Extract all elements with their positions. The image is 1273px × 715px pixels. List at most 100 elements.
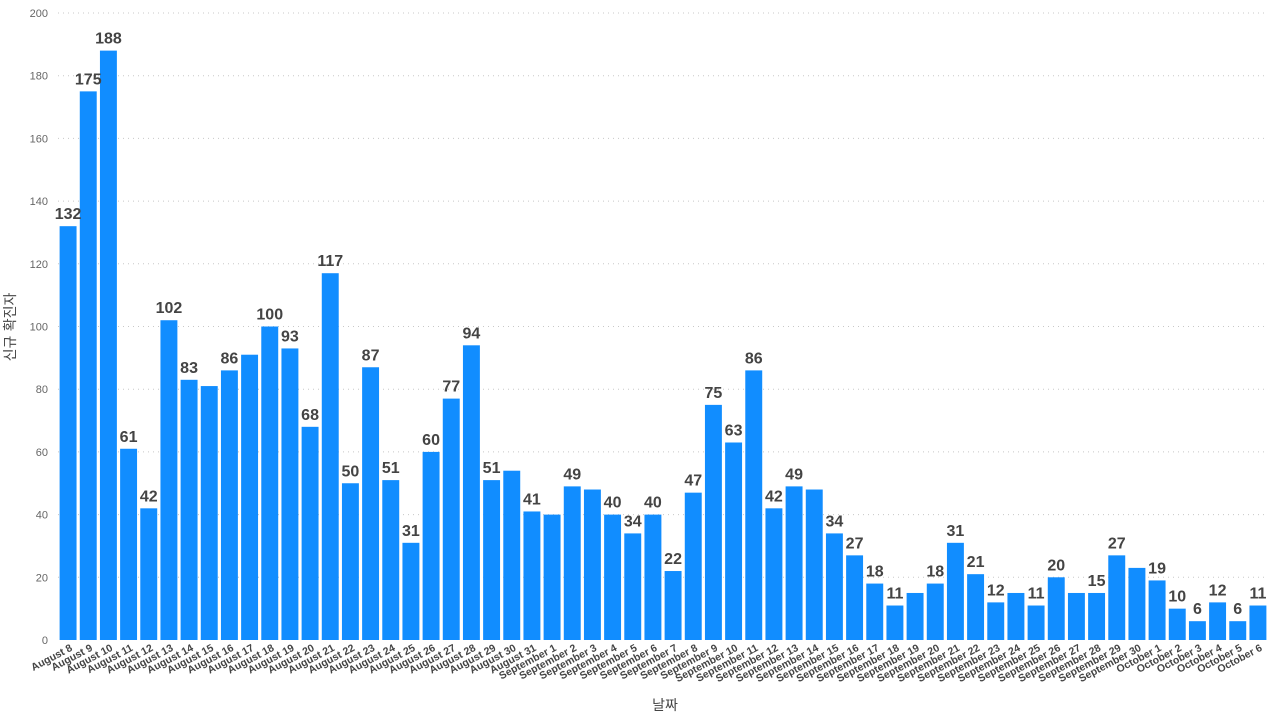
- bar: [1047, 577, 1065, 640]
- data-label: 18: [926, 564, 944, 581]
- bar: [1007, 592, 1025, 640]
- data-label: 15: [1088, 573, 1106, 590]
- y-tick-label: 80: [36, 384, 48, 396]
- data-label: 12: [1209, 582, 1227, 599]
- data-label: 51: [483, 460, 501, 477]
- bar: [301, 426, 319, 640]
- bar: [1108, 555, 1126, 640]
- bar: [140, 508, 158, 640]
- bar: [745, 370, 763, 640]
- bar: [846, 555, 864, 640]
- data-label: 117: [317, 253, 343, 270]
- data-label: 93: [281, 328, 299, 345]
- bar: [1168, 608, 1186, 640]
- bar: [382, 480, 400, 640]
- bar: [261, 326, 279, 640]
- data-label: 12: [987, 582, 1005, 599]
- data-label: 132: [55, 206, 82, 223]
- data-label: 49: [563, 466, 581, 483]
- data-label: 31: [402, 523, 420, 540]
- bar: [120, 448, 138, 640]
- bar: [725, 442, 743, 640]
- bar: [704, 404, 722, 640]
- bar: [483, 480, 501, 640]
- bar: [220, 370, 238, 640]
- bar: [1249, 605, 1267, 640]
- bar: [563, 486, 581, 640]
- y-tick-label: 160: [30, 133, 48, 145]
- bar: [825, 533, 843, 640]
- bar: [402, 542, 420, 640]
- y-tick-label: 140: [30, 196, 48, 208]
- data-label: 51: [382, 460, 400, 477]
- data-label: 175: [75, 71, 102, 88]
- bar: [200, 386, 218, 640]
- gridlines: [58, 12, 1268, 578]
- data-label: 100: [256, 307, 283, 324]
- bar: [1067, 592, 1085, 640]
- data-label: 77: [442, 379, 460, 396]
- bar: [281, 348, 299, 640]
- y-tick-label: 120: [30, 259, 48, 271]
- y-tick-label: 60: [36, 447, 48, 459]
- data-label: 83: [180, 360, 198, 377]
- bar: [462, 345, 480, 640]
- data-label: 87: [362, 347, 380, 364]
- bar: [785, 486, 803, 640]
- bar: [765, 508, 783, 640]
- bar: [906, 592, 924, 640]
- bar: [1209, 602, 1227, 640]
- data-label: 22: [664, 551, 682, 568]
- y-tick-label: 200: [30, 8, 48, 20]
- bar: [583, 489, 601, 640]
- bar: [926, 583, 944, 640]
- bar: [1027, 605, 1045, 640]
- y-tick-label: 100: [30, 322, 48, 334]
- y-tick-label: 40: [36, 510, 48, 522]
- data-label: 34: [826, 513, 844, 530]
- data-label: 20: [1047, 557, 1065, 574]
- y-axis-title: 신규 확진자: [3, 292, 19, 361]
- bar: [523, 511, 541, 640]
- y-tick-label: 180: [30, 71, 48, 83]
- data-label: 11: [1249, 586, 1266, 603]
- data-label: 10: [1168, 589, 1186, 606]
- bars: [59, 50, 1267, 641]
- data-label: 41: [523, 491, 541, 508]
- y-tick-label: 0: [42, 635, 48, 647]
- data-label: 63: [725, 422, 743, 439]
- bar: [442, 398, 460, 640]
- bar: [1088, 592, 1106, 640]
- data-label: 49: [785, 466, 803, 483]
- bar: [684, 492, 702, 640]
- data-label: 27: [846, 535, 864, 552]
- data-label: 60: [422, 432, 440, 449]
- bar: [503, 470, 521, 640]
- data-label: 34: [624, 513, 642, 530]
- data-label: 6: [1193, 601, 1202, 618]
- data-label: 86: [221, 350, 239, 367]
- data-label: 19: [1148, 560, 1166, 577]
- bar: [321, 273, 339, 640]
- bar: [59, 226, 77, 640]
- data-label: 6: [1233, 601, 1242, 618]
- data-label: 21: [967, 554, 985, 571]
- bar: [664, 571, 682, 640]
- bar: [987, 602, 1005, 640]
- bar: [422, 451, 440, 640]
- y-tick-label: 20: [36, 572, 48, 584]
- bar: [1128, 567, 1146, 640]
- bar: [1229, 621, 1247, 640]
- data-label: 50: [342, 463, 360, 480]
- bar: [946, 542, 964, 640]
- data-label: 86: [745, 350, 763, 367]
- bar: [99, 50, 117, 641]
- bar: [341, 483, 359, 640]
- data-label: 188: [95, 31, 122, 48]
- data-label: 75: [705, 385, 723, 402]
- data-labels: 132 175 188 61 42 102 83 86 100 93 68 117 50 87 51 31 60…: [55, 31, 1267, 619]
- data-label: 42: [140, 488, 158, 505]
- data-label: 47: [684, 473, 702, 490]
